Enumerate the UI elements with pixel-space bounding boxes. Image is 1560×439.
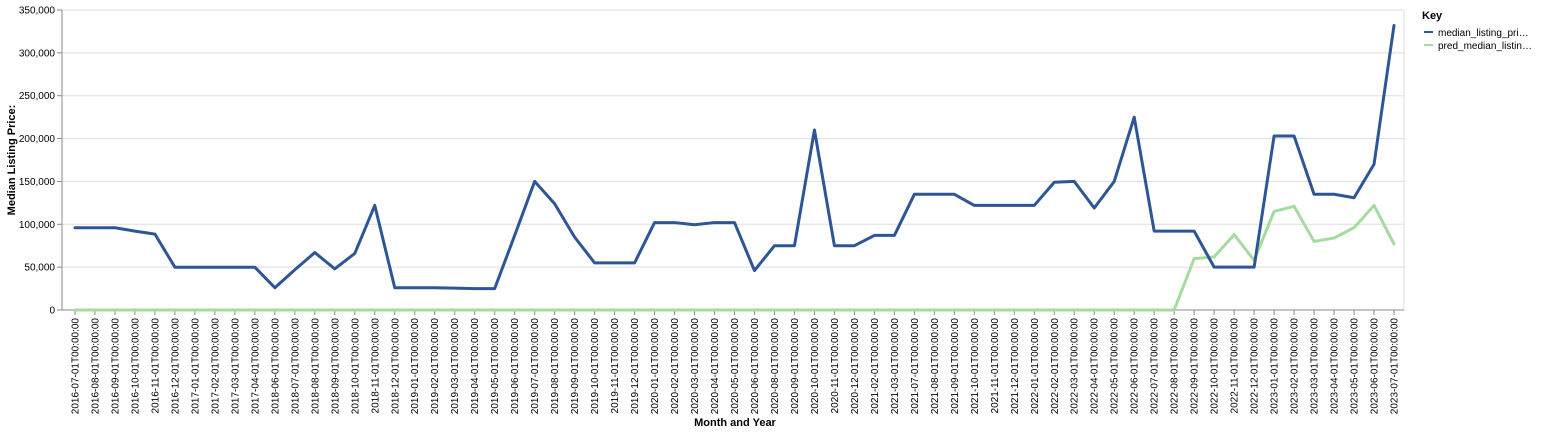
x-tick-label: 2017-04-01T00:00:00 xyxy=(250,318,261,415)
axes: 0 50,000 100,000 150,000 200,000 250,000 300,0… xyxy=(19,6,1404,415)
x-tick-label: 2016-08-01T00:00:00 xyxy=(90,318,101,415)
x-tick-label: 2020-01-01T00:00:00 xyxy=(650,318,661,415)
x-tick-label: 2023-07-01T00:00:00 xyxy=(1390,318,1401,415)
x-tick-label: 2021-10-01T00:00:00 xyxy=(970,318,981,415)
x-tick-label: 2018-09-01T00:00:00 xyxy=(330,318,341,415)
x-tick-label: 2018-06-01T00:00:00 xyxy=(270,318,281,415)
x-tick-label: 2019-04-01T00:00:00 xyxy=(470,318,481,415)
x-tick-label: 2019-08-01T00:00:00 xyxy=(550,318,561,415)
x-tick-label: 2022-11-01T00:00:00 xyxy=(1230,318,1241,414)
x-tick-label: 2019-01-01T00:00:00 xyxy=(410,318,421,415)
x-tick-label: 2020-09-01T00:00:00 xyxy=(790,318,801,415)
x-tick-label: 2022-04-01T00:00:00 xyxy=(1090,318,1101,415)
legend: Key median_listing_pri… pred_median_listi… xyxy=(1422,10,1532,52)
x-tick-label: 2019-12-01T00:00:00 xyxy=(630,318,641,415)
y-tick-label: 100,000 xyxy=(19,220,56,231)
x-tick-label: 2022-05-01T00:00:00 xyxy=(1110,318,1121,415)
x-tick-label: 2016-07-01T00:00:00 xyxy=(71,318,82,415)
x-tick-label: 2018-12-01T00:00:00 xyxy=(390,318,401,415)
x-tick-label: 2020-02-01T00:00:00 xyxy=(670,318,681,415)
x-tick-label: 2020-11-01T00:00:00 xyxy=(830,318,841,414)
x-tick-label: 2021-02-01T00:00:00 xyxy=(870,318,881,415)
x-tick-label: 2023-05-01T00:00:00 xyxy=(1350,318,1361,415)
x-tick-label: 2023-02-01T00:00:00 xyxy=(1290,318,1301,415)
gridlines xyxy=(62,9,1405,311)
x-tick-label: 2021-07-01T00:00:00 xyxy=(910,318,921,415)
x-tick-label: 2019-07-01T00:00:00 xyxy=(530,318,541,415)
x-tick-label: 2019-03-01T00:00:00 xyxy=(450,318,461,415)
x-tick-label: 2019-05-01T00:00:00 xyxy=(490,318,501,415)
y-tick-label: 0 xyxy=(49,306,55,317)
x-tick-label: 2020-06-01T00:00:00 xyxy=(750,318,761,415)
y-tick-label: 50,000 xyxy=(24,263,55,274)
x-tick-label: 2017-01-01T00:00:00 xyxy=(190,318,201,415)
x-tick-label: 2020-03-01T00:00:00 xyxy=(690,318,701,415)
x-axis-title: Month and Year xyxy=(694,417,776,429)
x-tick-label: 2022-09-01T00:00:00 xyxy=(1190,318,1201,415)
x-tick-label: 2016-11-01T00:00:00 xyxy=(150,318,161,414)
y-tick-label: 200,000 xyxy=(19,134,56,145)
x-tick-label: 2020-08-01T00:00:00 xyxy=(770,318,781,415)
x-tick-label: 2023-04-01T00:00:00 xyxy=(1330,318,1341,415)
x-tick-label: 2020-12-01T00:00:00 xyxy=(850,318,861,415)
x-tick-label: 2017-03-01T00:00:00 xyxy=(230,318,241,415)
x-tick-label: 2022-07-01T00:00:00 xyxy=(1150,318,1161,415)
x-tick-label: 2023-06-01T00:00:00 xyxy=(1370,318,1381,415)
legend-label: pred_median_listin… xyxy=(1438,41,1532,52)
x-tick-label: 2019-11-01T00:00:00 xyxy=(610,318,621,414)
legend-title: Key xyxy=(1422,10,1443,22)
x-tick-label: 2017-02-01T00:00:00 xyxy=(210,318,221,415)
x-tick-label: 2019-02-01T00:00:00 xyxy=(430,318,441,415)
x-tick-label: 2020-05-01T00:00:00 xyxy=(730,318,741,415)
x-tick-label: 2022-10-01T00:00:00 xyxy=(1210,318,1221,415)
x-tick-label: 2021-12-01T00:00:00 xyxy=(1010,318,1021,415)
x-tick-label: 2016-12-01T00:00:00 xyxy=(170,318,181,415)
x-tick-label: 2023-01-01T00:00:00 xyxy=(1270,318,1281,415)
x-tick-label: 2023-03-01T00:00:00 xyxy=(1310,318,1321,415)
x-tick-label: 2019-09-01T00:00:00 xyxy=(570,318,581,415)
x-tick-label: 2020-04-01T00:00:00 xyxy=(710,318,721,415)
x-tick-label: 2022-01-01T00:00:00 xyxy=(1030,318,1041,415)
x-tick-label: 2018-11-01T00:00:00 xyxy=(370,318,381,414)
y-tick-label: 250,000 xyxy=(19,91,56,102)
x-tick-label: 2022-03-01T00:00:00 xyxy=(1070,318,1081,415)
series-lines xyxy=(73,23,1396,312)
x-tick-label: 2022-08-01T00:00:00 xyxy=(1170,318,1181,415)
legend-label: median_listing_pri… xyxy=(1438,28,1529,39)
x-tick-label: 2021-03-01T00:00:00 xyxy=(890,318,901,415)
x-tick-label: 2022-06-01T00:00:00 xyxy=(1130,318,1141,415)
x-tick-label: 2018-07-01T00:00:00 xyxy=(290,318,301,415)
x-tick-label: 2021-11-01T00:00:00 xyxy=(990,318,1001,414)
y-axis-title: Median Listing Price: xyxy=(6,105,18,216)
x-tick-label: 2018-08-01T00:00:00 xyxy=(310,318,321,415)
x-tick-label: 2022-12-01T00:00:00 xyxy=(1250,318,1261,415)
x-tick-label: 2020-10-01T00:00:00 xyxy=(810,318,821,415)
y-tick-label: 300,000 xyxy=(19,48,56,59)
series-line-median-listing-price xyxy=(73,23,1396,291)
x-tick-label: 2022-02-01T00:00:00 xyxy=(1050,318,1061,415)
y-tick-label: 150,000 xyxy=(19,177,56,188)
x-tick-label: 2016-10-01T00:00:00 xyxy=(130,318,141,415)
legend-items: median_listing_pri… pred_median_listin… xyxy=(1424,28,1532,52)
x-tick-label: 2021-09-01T00:00:00 xyxy=(950,318,961,415)
y-tick-label: 350,000 xyxy=(19,6,56,17)
x-tick-label: 2018-10-01T00:00:00 xyxy=(350,318,361,415)
series-line-pred-median-listing-price xyxy=(73,203,1396,312)
x-tick-label: 2021-08-01T00:00:00 xyxy=(930,318,941,415)
x-tick-label: 2016-09-01T00:00:00 xyxy=(110,318,121,415)
x-tick-label: 2019-10-01T00:00:00 xyxy=(590,318,601,415)
x-tick-label: 2019-06-01T00:00:00 xyxy=(510,318,521,415)
